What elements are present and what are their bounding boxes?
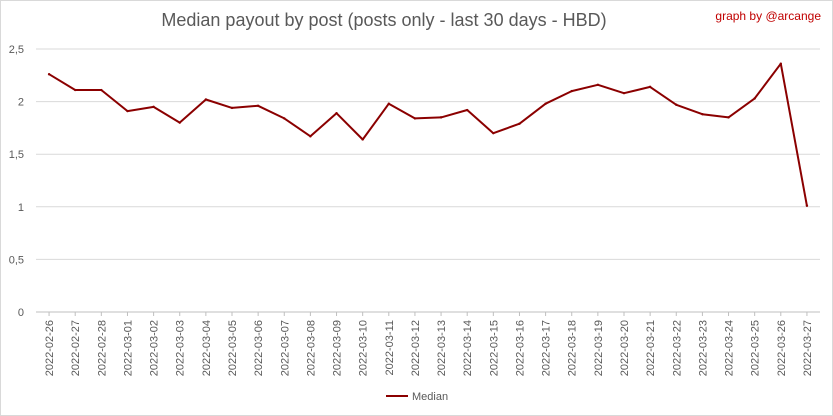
x-tick-label: 2022-03-04 <box>201 320 213 376</box>
data-point <box>675 103 678 106</box>
data-point <box>596 83 600 86</box>
data-point <box>727 116 730 119</box>
data-point <box>779 62 782 65</box>
data-point <box>492 131 495 135</box>
data-point <box>622 91 626 95</box>
data-point <box>648 85 652 89</box>
x-axis-ticks: 2022-02-26 2022-02-27 2022-02-28 2022-03-01… <box>44 312 814 376</box>
x-tick-label: 2022-02-28 <box>96 320 108 376</box>
x-tick-label: 2022-03-25 <box>750 320 762 376</box>
x-tick-label: 2022-02-27 <box>70 320 82 376</box>
x-tick-label: 2022-03-12 <box>410 320 422 376</box>
x-tick-label: 2022-03-21 <box>645 320 657 376</box>
x-tick-label: 2022-03-13 <box>436 320 448 376</box>
data-point <box>230 106 234 110</box>
x-tick-label: 2022-03-11 <box>384 320 396 375</box>
series-layer <box>47 62 809 207</box>
series-line-median <box>48 62 808 206</box>
x-tick-label: 2022-03-05 <box>227 320 239 376</box>
y-axis-ticks: 0 0,5 1 1,5 2 2,5 <box>9 44 24 319</box>
data-point <box>126 109 129 113</box>
data-point <box>283 117 286 120</box>
y-tick-label: 1,5 <box>9 149 24 161</box>
x-tick-label: 2022-03-07 <box>279 320 291 376</box>
y-tick-label: 1 <box>18 202 24 214</box>
x-tick-label: 2022-03-14 <box>462 320 474 376</box>
data-point <box>100 88 103 92</box>
x-tick-label: 2022-03-22 <box>671 320 683 376</box>
data-point <box>701 113 704 116</box>
x-tick-label: 2022-03-16 <box>514 320 526 376</box>
x-tick-label: 2022-02-26 <box>44 320 56 376</box>
x-tick-label: 2022-03-06 <box>253 320 265 376</box>
y-tick-label: 0,5 <box>9 254 24 266</box>
x-tick-label: 2022-03-18 <box>567 320 579 376</box>
x-tick-label: 2022-03-24 <box>724 320 736 376</box>
data-point <box>335 111 338 115</box>
x-tick-label: 2022-03-26 <box>776 320 788 376</box>
chart-credit: graph by @arcange <box>715 9 821 23</box>
x-tick-label: 2022-03-23 <box>697 320 709 376</box>
data-point <box>74 88 77 92</box>
x-tick-label: 2022-03-15 <box>488 320 500 376</box>
data-point <box>439 116 443 119</box>
legend-label: Median <box>412 391 448 403</box>
gridlines <box>36 48 820 313</box>
data-point <box>361 138 364 141</box>
data-point <box>466 108 469 112</box>
x-tick-label: 2022-03-17 <box>541 320 553 376</box>
x-tick-label: 2022-03-27 <box>802 320 814 376</box>
y-tick-label: 0 <box>18 307 24 319</box>
data-point <box>47 73 51 76</box>
x-tick-label: 2022-03-03 <box>175 320 187 376</box>
data-point <box>544 102 547 105</box>
y-tick-label: 2,5 <box>9 44 24 56</box>
chart-title: Median payout by post (posts only - last… <box>161 10 607 30</box>
x-tick-label: 2022-03-02 <box>149 320 161 376</box>
data-point <box>204 98 208 101</box>
data-point <box>178 121 181 124</box>
x-tick-label: 2022-03-01 <box>122 320 134 376</box>
data-point <box>309 135 312 138</box>
x-tick-label: 2022-03-08 <box>305 320 317 376</box>
data-point <box>152 105 155 109</box>
data-point <box>413 117 417 120</box>
x-tick-label: 2022-03-20 <box>619 320 631 376</box>
x-tick-label: 2022-03-10 <box>358 320 370 376</box>
x-tick-label: 2022-03-19 <box>593 320 605 376</box>
data-point <box>387 102 390 105</box>
data-point <box>805 204 809 207</box>
data-point <box>256 104 260 108</box>
x-tick-label: 2022-03-09 <box>332 320 344 376</box>
data-point <box>518 122 521 125</box>
legend: Median <box>386 391 448 403</box>
data-point <box>570 89 573 93</box>
y-tick-label: 2 <box>18 97 24 109</box>
data-point <box>753 97 756 100</box>
